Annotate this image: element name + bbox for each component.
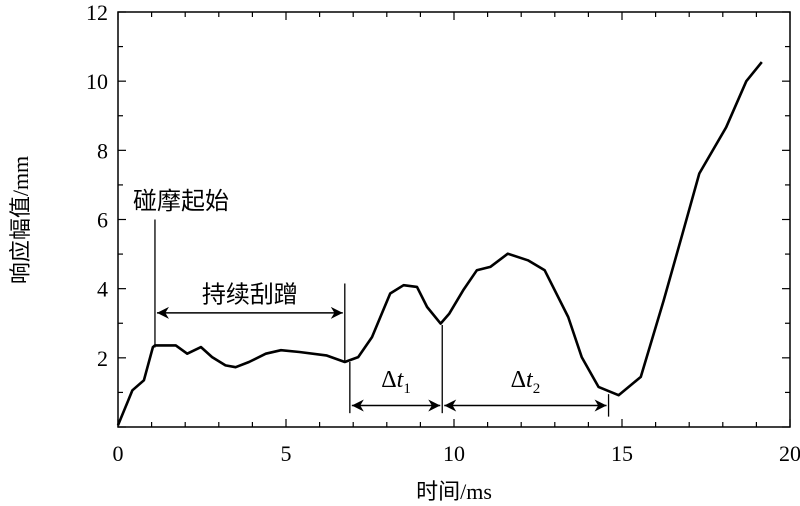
axes <box>117 11 791 428</box>
plot-frame <box>117 11 791 428</box>
ticks: 0 5 10 15 20 2 4 6 8 10 12 <box>86 0 800 466</box>
x-tick-label: 5 <box>281 441 292 466</box>
y-tick-label: 8 <box>97 138 108 163</box>
y-tick-label: 6 <box>97 208 108 233</box>
y-tick-label: 10 <box>86 69 108 94</box>
annotation-rub-start: 碰摩起始 <box>133 188 229 215</box>
y-axis-label: 响应幅值/mm <box>8 156 33 284</box>
x-tick-label: 0 <box>113 441 124 466</box>
y-tick-label: 4 <box>97 277 108 302</box>
x-tick-label: 20 <box>779 441 800 466</box>
x-axis-label: 时间/ms <box>416 479 492 504</box>
annotation-continuous-scrape: 持续刮蹭 <box>202 282 298 309</box>
y-tick-label: 2 <box>97 346 108 371</box>
annotation-delta-t2: Δt2 <box>511 367 541 397</box>
annotation-delta-t1: Δt1 <box>381 367 411 397</box>
y-tick-label: 12 <box>86 0 108 25</box>
x-tick-label: 15 <box>611 441 633 466</box>
x-tick-label: 10 <box>443 441 465 466</box>
series-line <box>116 61 763 426</box>
